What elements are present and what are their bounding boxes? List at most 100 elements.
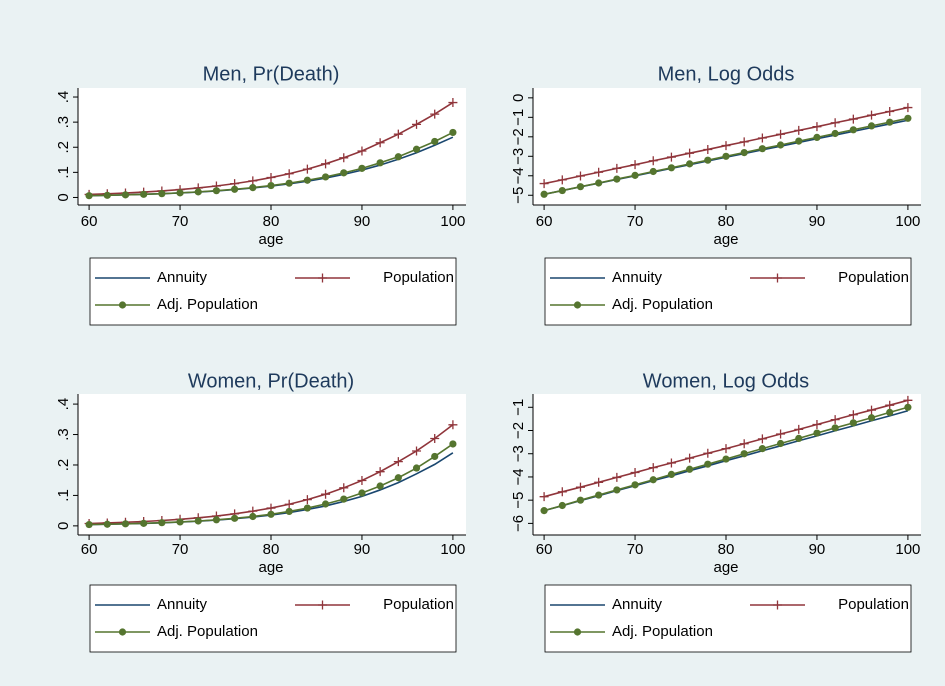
- plus-marker: [630, 468, 640, 478]
- x-tick-label: 70: [627, 213, 644, 230]
- circle-marker: [631, 171, 639, 179]
- y-tick-label: .3: [55, 116, 72, 129]
- circle-marker: [303, 176, 311, 184]
- circle-marker: [194, 188, 202, 196]
- circle-marker: [831, 129, 839, 138]
- y-tick-label: −2: [510, 422, 527, 439]
- x-tick-label: 80: [263, 213, 280, 230]
- y-tick-label: −4: [510, 468, 527, 485]
- circle-marker: [813, 429, 821, 437]
- circle-marker: [740, 148, 748, 157]
- circle-marker: [412, 145, 421, 153]
- legend-marker: [118, 301, 127, 309]
- plus-marker: [393, 457, 403, 467]
- y-tick-label: −3: [510, 445, 527, 462]
- plus-marker: [776, 429, 786, 439]
- circle-marker: [613, 175, 621, 183]
- y-tick-label: .4: [55, 398, 72, 411]
- plus-marker: [848, 410, 858, 420]
- plus-marker: [412, 446, 422, 456]
- circle-marker: [758, 145, 766, 153]
- circle-marker: [904, 114, 912, 122]
- x-axis-label: age: [258, 559, 283, 576]
- circle-marker: [886, 408, 894, 416]
- plus-marker: [830, 415, 840, 425]
- x-tick-label: 70: [172, 213, 189, 230]
- circle-marker: [576, 496, 585, 504]
- y-tick-label: .2: [55, 141, 72, 154]
- circle-marker: [540, 190, 548, 198]
- plus-marker: [867, 405, 877, 415]
- plus-marker: [721, 141, 731, 151]
- legend-marker: [118, 628, 127, 636]
- circle-marker: [140, 190, 148, 198]
- legend-marker: [773, 273, 782, 283]
- x-axis-label: age: [713, 231, 738, 248]
- circle-marker: [121, 191, 130, 199]
- circle-marker: [558, 501, 566, 510]
- plus-marker: [321, 489, 331, 499]
- x-tick-label: 90: [809, 541, 826, 558]
- circle-marker: [376, 159, 384, 167]
- plot-region: [533, 394, 921, 535]
- y-tick-label: −4: [510, 167, 527, 184]
- plus-marker: [648, 156, 658, 166]
- circle-marker: [85, 520, 93, 529]
- circle-marker: [740, 450, 748, 458]
- plus-marker: [375, 467, 385, 477]
- circle-marker: [176, 189, 184, 197]
- plus-marker: [812, 122, 822, 132]
- x-tick-label: 100: [440, 213, 465, 230]
- plus-marker: [757, 133, 767, 143]
- plus-marker: [630, 160, 640, 170]
- circle-marker: [686, 160, 694, 168]
- circle-marker: [340, 495, 348, 503]
- plus-marker: [666, 152, 676, 162]
- circle-marker: [613, 486, 621, 494]
- circle-marker: [704, 156, 712, 164]
- y-tick-label: .1: [55, 166, 72, 179]
- x-tick-label: 60: [81, 213, 98, 230]
- circle-marker: [595, 491, 603, 499]
- plus-marker: [339, 153, 349, 163]
- circle-marker: [358, 164, 366, 172]
- legend-label: Adj. Population: [157, 623, 258, 640]
- circle-marker: [904, 403, 912, 411]
- plus-marker: [393, 129, 403, 139]
- circle-marker: [358, 489, 366, 497]
- plus-marker: [612, 163, 622, 173]
- circle-marker: [212, 516, 221, 524]
- legend-box: [544, 584, 912, 653]
- plus-marker: [575, 482, 585, 492]
- legend-marker: [318, 600, 327, 610]
- circle-marker: [704, 460, 712, 468]
- legend-marker: [573, 628, 582, 636]
- circle-marker: [194, 517, 202, 525]
- legend-label: Annuity: [157, 596, 208, 613]
- legend-label: Annuity: [612, 596, 663, 613]
- plus-marker: [794, 424, 804, 434]
- legend-marker: [573, 301, 582, 309]
- circle-marker: [776, 439, 785, 448]
- circle-marker: [649, 167, 657, 176]
- x-tick-label: 80: [718, 213, 735, 230]
- circle-marker: [176, 518, 184, 526]
- plus-marker: [612, 472, 622, 482]
- circle-marker: [849, 126, 857, 134]
- circle-marker: [412, 464, 421, 472]
- y-tick-label: 0: [510, 94, 527, 102]
- circle-marker: [686, 465, 694, 473]
- chart-title: Women, Log Odds: [643, 370, 809, 392]
- legend-box: [544, 257, 912, 326]
- circle-marker: [321, 500, 330, 508]
- circle-marker: [376, 482, 384, 490]
- circle-marker: [231, 185, 239, 193]
- circle-marker: [394, 474, 402, 482]
- circle-marker: [285, 507, 293, 516]
- y-tick-label: −5: [510, 187, 527, 204]
- x-tick-label: 90: [809, 213, 826, 230]
- circle-marker: [449, 440, 457, 448]
- plus-marker: [284, 499, 294, 509]
- circle-marker: [758, 445, 766, 453]
